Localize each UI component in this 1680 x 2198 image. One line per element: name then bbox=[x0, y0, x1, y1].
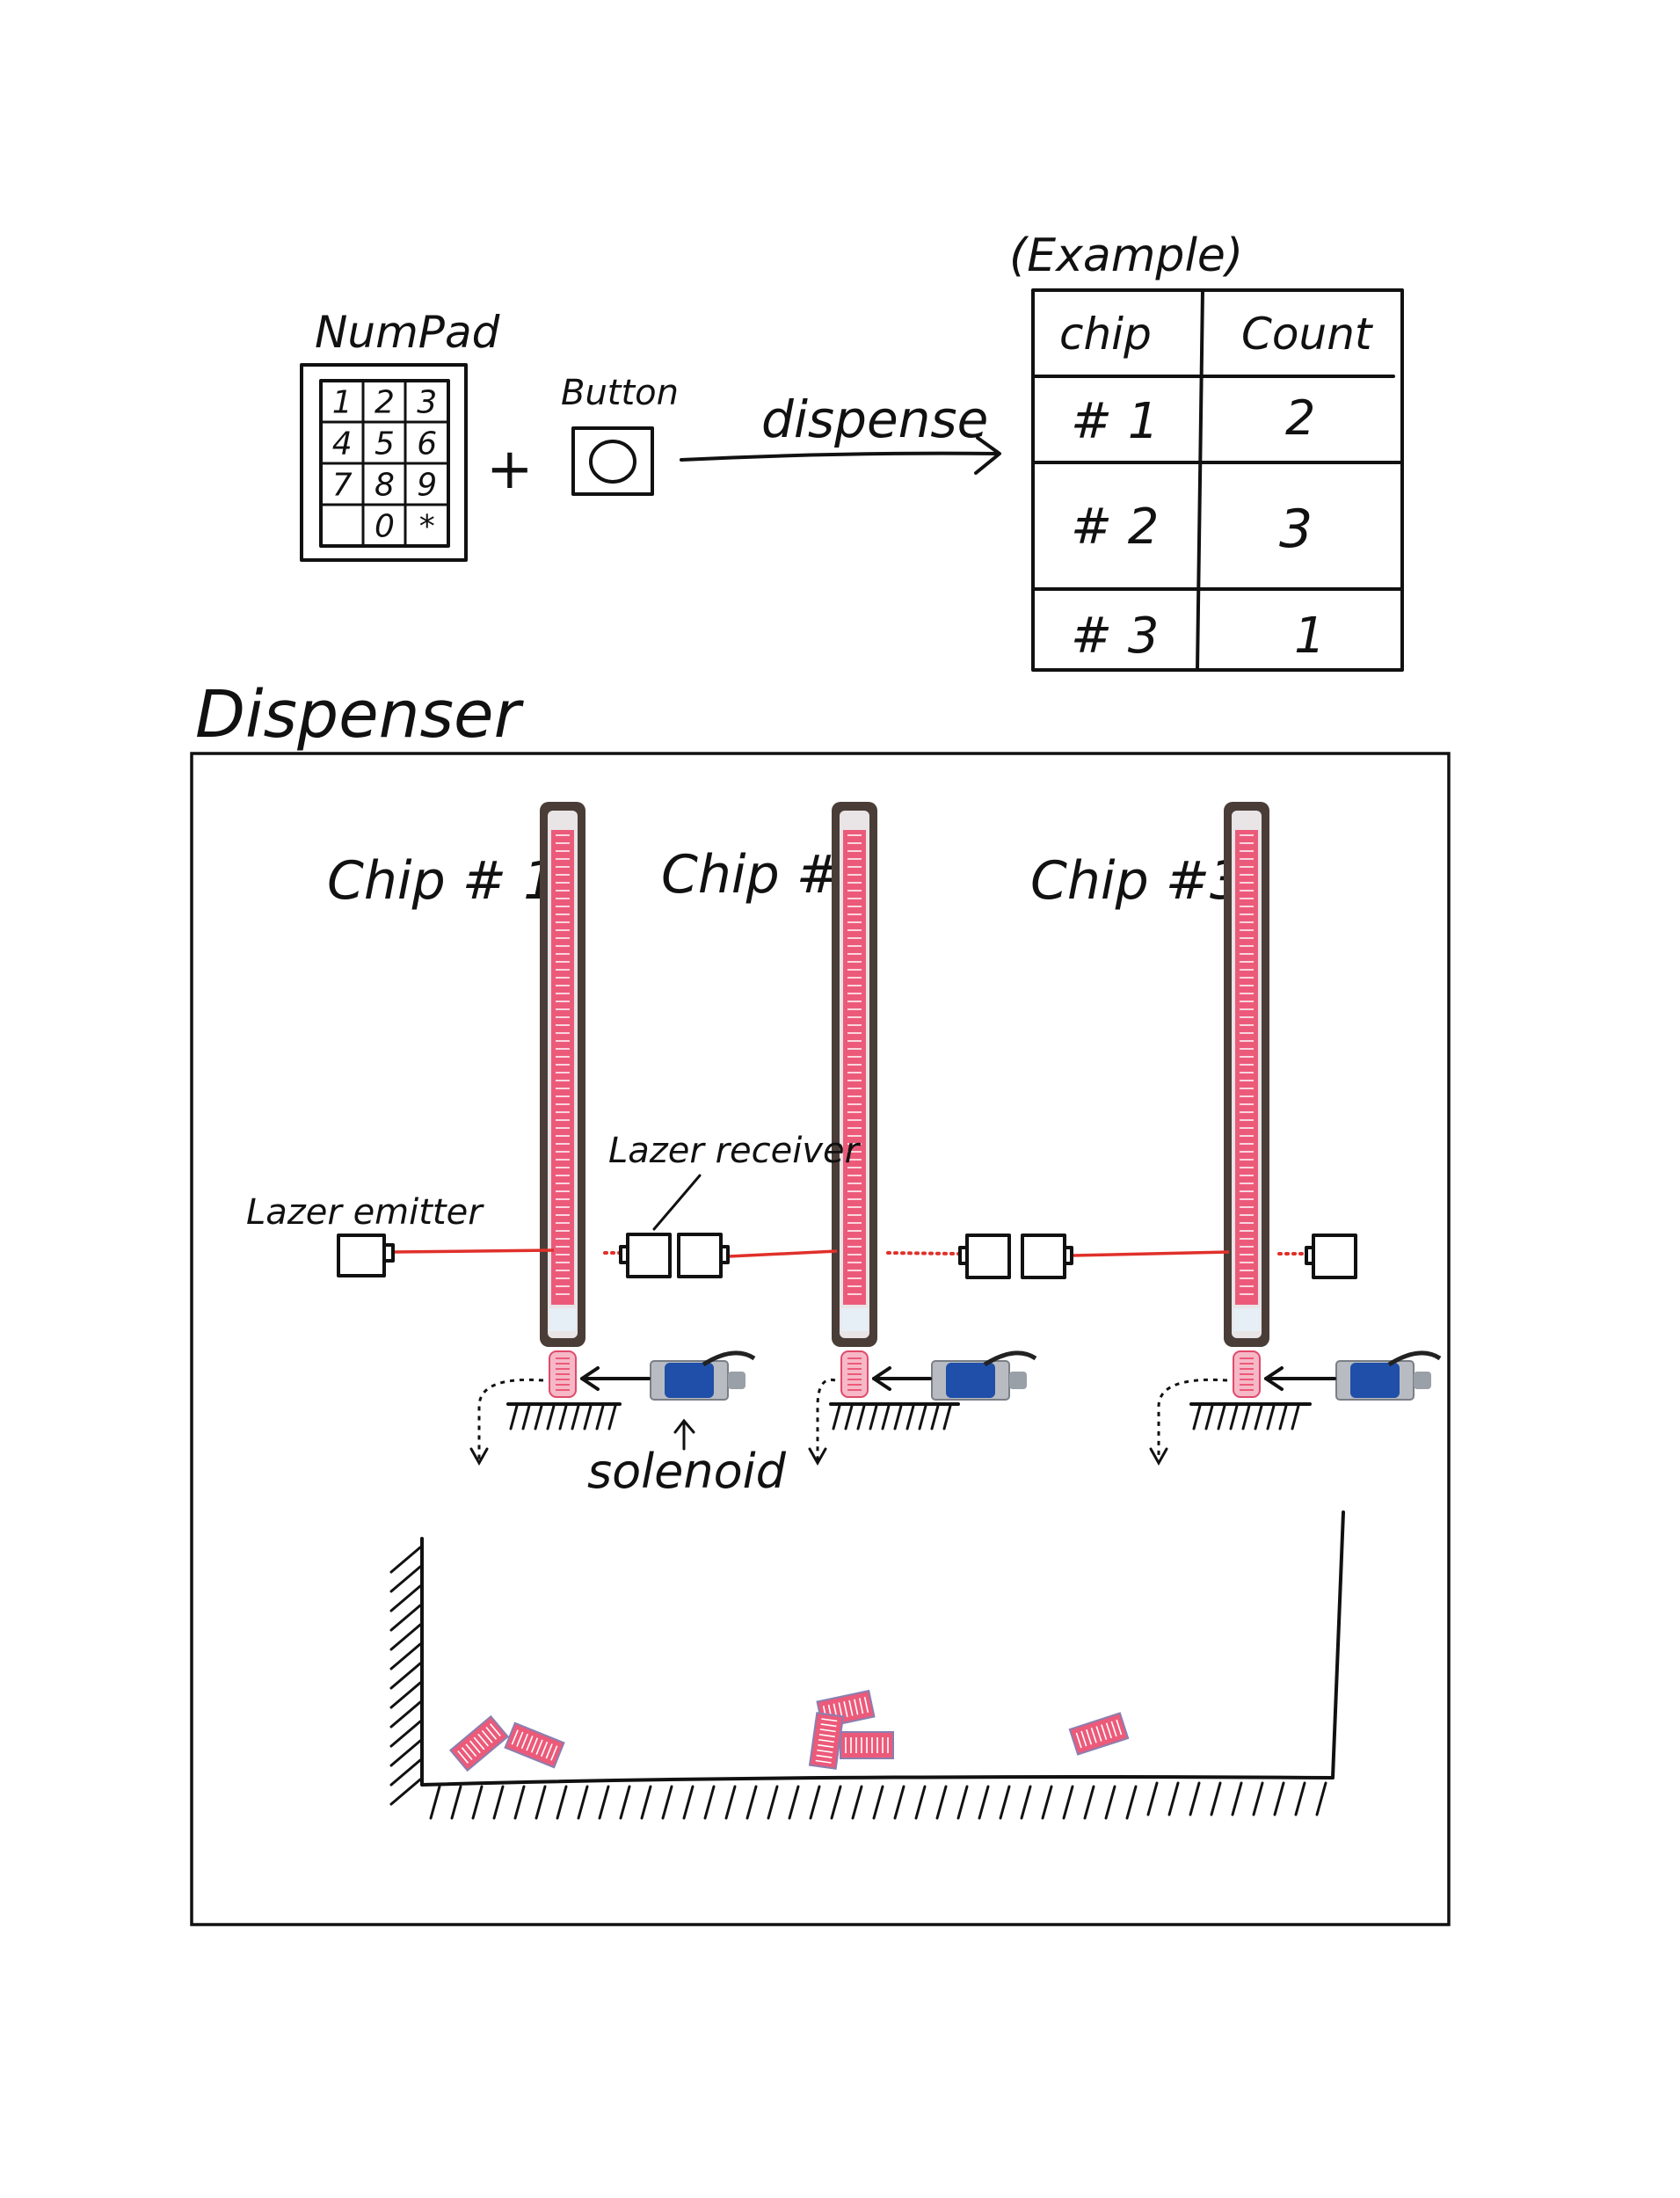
numpad-key: 9 bbox=[417, 468, 437, 504]
table-row: # 2 3 bbox=[1071, 499, 1313, 560]
solenoid-label: solenoid bbox=[587, 1444, 787, 1499]
dispensed-chips bbox=[448, 1689, 1130, 1772]
table-cell-chip: # 1 bbox=[1071, 393, 1159, 450]
numpad-label: NumPad bbox=[315, 307, 500, 358]
chip-tube bbox=[540, 802, 585, 1347]
dispense-button-box bbox=[571, 426, 654, 496]
drop-arrow bbox=[477, 1378, 544, 1461]
laser-receiver-3 bbox=[1305, 1234, 1357, 1279]
table-cell-count: 2 bbox=[1285, 390, 1315, 446]
bin-ground-hatching bbox=[389, 1546, 1327, 1820]
chip-1-label: Chip # 1 bbox=[327, 850, 556, 912]
dispensed-chip bbox=[504, 1721, 565, 1769]
chip-stack bbox=[843, 830, 866, 1305]
solenoid bbox=[650, 1350, 756, 1401]
dispense-button-circle bbox=[589, 440, 636, 484]
solenoid bbox=[931, 1350, 1037, 1401]
numpad-key: 5 bbox=[375, 426, 395, 462]
solenoid-unit bbox=[1149, 1350, 1442, 1467]
chip-3-label: Chip #3 bbox=[1030, 850, 1243, 912]
table-cell-chip: # 2 bbox=[1071, 499, 1159, 556]
dispensed-chip bbox=[840, 1731, 894, 1759]
example-table: (Example) chip Count # 1 2 # 2 3 # 3 1 bbox=[1009, 229, 1404, 672]
solenoid-callout: solenoid bbox=[587, 1418, 787, 1499]
numpad-outer-frame bbox=[300, 363, 468, 562]
drop-arrow bbox=[816, 1378, 836, 1461]
numpad-keys: 1 2 3 4 5 6 7 8 90 * bbox=[332, 385, 438, 545]
solenoid-unit bbox=[469, 1350, 756, 1467]
solenoid bbox=[1335, 1350, 1442, 1401]
numpad-key: 4 bbox=[332, 426, 353, 462]
dispense-arrow-head bbox=[974, 436, 1001, 475]
numpad-group: NumPad 1 2 3 4 5 6 7 8 90 * bbox=[300, 307, 500, 562]
numpad-key: 1 bbox=[332, 385, 353, 421]
table-cell-count: 1 bbox=[1294, 608, 1326, 665]
bin-outline bbox=[420, 1510, 1345, 1787]
chip-stack bbox=[551, 830, 574, 1305]
laser-emitter-box bbox=[337, 1234, 386, 1277]
laser-beams bbox=[392, 1248, 1307, 1258]
numpad-key: 7 bbox=[332, 468, 353, 504]
solenoid-assemblies bbox=[469, 1350, 1442, 1467]
chip-stack bbox=[1235, 830, 1258, 1305]
table-row: # 1 2 bbox=[1071, 390, 1315, 450]
chip-tube bbox=[832, 802, 877, 1347]
numpad-key: 6 bbox=[417, 426, 437, 462]
table-frame bbox=[1031, 288, 1404, 672]
numpad-key: 2 bbox=[375, 385, 395, 421]
dispensed-chip bbox=[808, 1712, 845, 1770]
dispensed-chip bbox=[448, 1714, 510, 1772]
dispenser-frame bbox=[190, 752, 1451, 1926]
table-header-count: Count bbox=[1241, 309, 1374, 360]
numpad-key: 3 bbox=[417, 385, 437, 421]
dispense-arrow-shaft bbox=[680, 451, 1000, 462]
chip-tubes bbox=[540, 802, 1269, 1347]
laser-receiver-1: Lazer receiver bbox=[608, 1131, 862, 1278]
numpad-key: 0 bbox=[375, 509, 395, 545]
example-caption: (Example) bbox=[1009, 229, 1243, 282]
laser-receiver-label: Lazer receiver bbox=[608, 1131, 862, 1171]
plus-sign: + bbox=[486, 437, 534, 502]
table-cell-chip: # 3 bbox=[1071, 608, 1159, 665]
numpad-key: 8 bbox=[375, 468, 395, 504]
solenoid-unit bbox=[808, 1350, 1037, 1467]
dispense-arrow-group: dispense bbox=[680, 389, 1001, 475]
dispensed-chip bbox=[1068, 1712, 1130, 1756]
numpad-key: * bbox=[419, 509, 435, 545]
chip-tube bbox=[1224, 802, 1269, 1347]
collection-bin bbox=[389, 1510, 1345, 1820]
laser-emitter: Lazer emitter bbox=[246, 1192, 484, 1277]
drop-arrow bbox=[1157, 1378, 1228, 1461]
laser-receiver-2 bbox=[958, 1234, 1073, 1279]
button-label: Button bbox=[561, 373, 679, 413]
dispenser-title: Dispenser bbox=[195, 677, 525, 753]
table-header-chip: chip bbox=[1059, 309, 1152, 360]
table-cell-count: 3 bbox=[1279, 499, 1313, 560]
table-row: # 3 1 bbox=[1071, 608, 1326, 665]
laser-emitter-label: Lazer emitter bbox=[246, 1192, 484, 1233]
button-group: Button bbox=[561, 373, 679, 496]
dispense-arrow-label: dispense bbox=[761, 389, 988, 449]
